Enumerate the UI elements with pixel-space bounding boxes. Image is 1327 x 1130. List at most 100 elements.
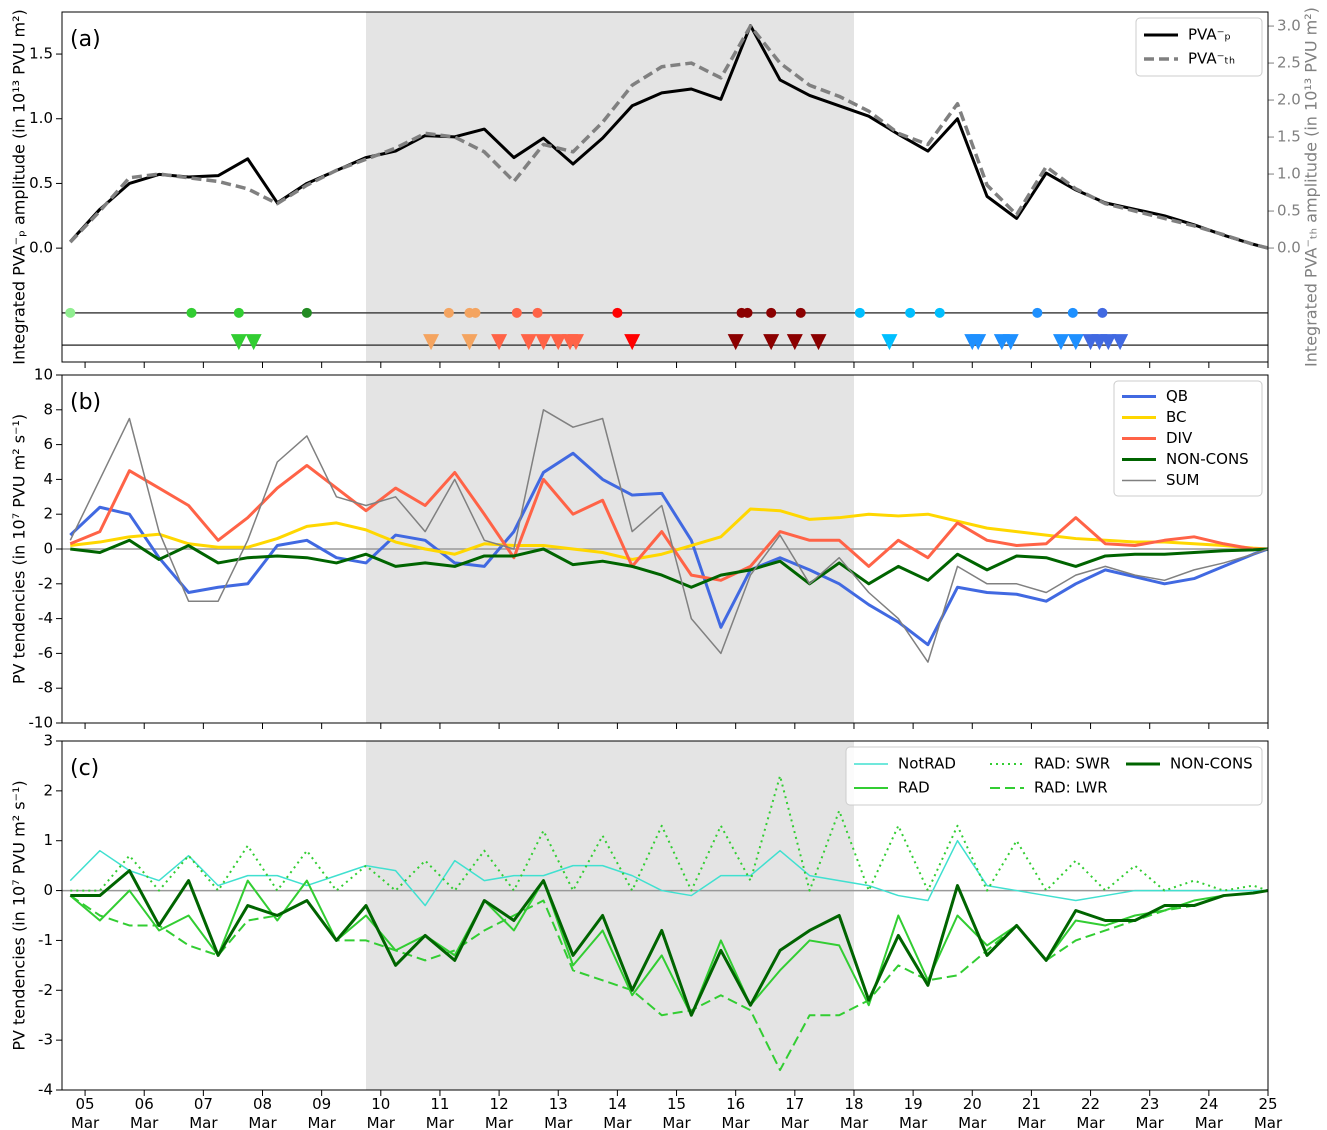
event-marker [550, 334, 567, 351]
x-tick-label: 25 Mar [1253, 1095, 1283, 1130]
y2-tick-label: 1.5 [1277, 128, 1301, 146]
event-marker [905, 307, 916, 318]
event-marker [443, 307, 454, 318]
x-tick-label: 09 Mar [307, 1095, 336, 1130]
legend-label: RAD: LWR [1034, 779, 1108, 797]
y-tick-label: -3 [38, 1031, 53, 1049]
x-tick-label: 16 Mar [721, 1095, 750, 1130]
y-tick-label: 1 [43, 831, 53, 849]
event-marker [65, 307, 76, 318]
event-marker [230, 334, 247, 351]
legend-box [1135, 17, 1263, 77]
y2-tick-label: 0.5 [1277, 202, 1301, 220]
event-marker [810, 334, 827, 351]
y2-tick-label: 1.0 [1277, 165, 1301, 183]
event-marker [520, 334, 537, 351]
shaded-period [366, 12, 854, 362]
legend-label: BC [1166, 408, 1187, 426]
event-marker [763, 334, 780, 351]
event-marker [423, 334, 440, 351]
event-marker [795, 307, 806, 318]
panel-label: (b) [70, 390, 101, 415]
y-tick-label: 1.0 [29, 109, 53, 127]
event-marker [970, 334, 987, 351]
event-marker [1067, 307, 1078, 318]
legend-label: PVA⁻ₚ [1188, 26, 1231, 44]
x-tick-label: 18 Mar [839, 1095, 869, 1130]
y-tick-label: 3 [43, 732, 53, 750]
series-line [70, 538, 1269, 589]
x-tick-label: 06 Mar [130, 1095, 159, 1130]
y-tick-label: 0.0 [29, 239, 53, 257]
event-marker [624, 334, 641, 351]
x-tick-label: 23 Mar [1135, 1095, 1164, 1130]
y-tick-label: -2 [38, 981, 53, 999]
event-marker [186, 307, 197, 318]
legend-box [845, 746, 1263, 806]
series-line [70, 869, 1269, 1017]
event-marker [934, 307, 945, 318]
y-tick-label: 1.5 [29, 45, 53, 63]
shaded-period [366, 741, 854, 1090]
y-tick-label: -4 [38, 609, 53, 627]
event-marker [301, 307, 312, 318]
x-tick-label: 07 Mar [189, 1095, 218, 1130]
series-line [70, 774, 1269, 892]
event-marker [854, 307, 865, 318]
event-marker [491, 334, 508, 351]
plot-frame [61, 11, 1269, 363]
x-tick-label: 24 Mar [1194, 1095, 1223, 1130]
x-tick-label: 20 Mar [958, 1095, 987, 1130]
event-marker [1100, 334, 1117, 351]
series-line [69, 409, 1269, 663]
y-tick-label: 0.5 [29, 174, 53, 192]
legend-label: DIV [1166, 429, 1193, 447]
x-tick-label: 22 Mar [1076, 1095, 1105, 1130]
y-tick-label: 2 [43, 781, 53, 799]
x-tick-label: 05 Mar [70, 1095, 100, 1130]
x-tick-label: 21 Mar [1017, 1095, 1046, 1130]
y-tick-label: -4 [38, 1081, 53, 1099]
event-marker [532, 307, 543, 318]
event-marker [1032, 307, 1043, 318]
y-axis-label: Integrated PVA⁻ₚ amplitude (in 10¹³ PVU … [10, 9, 29, 365]
event-marker [511, 307, 522, 318]
y2-tick-label: 2.0 [1277, 91, 1301, 109]
series-line [69, 24, 1269, 250]
y-tick-label: -8 [38, 679, 53, 697]
event-marker [461, 334, 478, 351]
legend-label: NON-CONS [1166, 450, 1249, 468]
x-tick-label: 13 Mar [544, 1095, 573, 1130]
panel-label: (c) [70, 756, 99, 781]
legend-label: SUM [1166, 471, 1199, 489]
y-tick-label: -10 [29, 714, 54, 732]
y2-tick-label: 0.0 [1277, 239, 1301, 257]
legend-label: RAD: SWR [1034, 755, 1110, 773]
event-marker [1112, 334, 1129, 351]
y2-axis-label: Integrated PVA⁻ₜₕ amplitude (in 10¹³ PVU… [1302, 7, 1321, 367]
event-marker [1067, 334, 1084, 351]
legend-label: RAD [898, 779, 930, 797]
y-tick-label: 4 [43, 470, 53, 488]
y-axis-label: PV tendencies (in 10⁷ PVU m² s⁻¹) [10, 414, 29, 684]
event-marker [535, 334, 552, 351]
event-marker [1002, 334, 1019, 351]
event-marker [727, 334, 744, 351]
legend-box [1113, 380, 1263, 497]
event-marker [786, 334, 803, 351]
x-tick-label: 17 Mar [780, 1095, 809, 1130]
plot-frame [61, 374, 1269, 724]
x-tick-label: 19 Mar [898, 1095, 928, 1130]
event-marker [567, 334, 584, 351]
x-tick-label: 14 Mar [603, 1095, 632, 1130]
y-tick-label: 0 [43, 540, 53, 558]
event-marker [245, 334, 262, 351]
x-tick-label: 12 Mar [484, 1095, 514, 1130]
y-tick-label: -2 [38, 574, 53, 592]
event-marker [233, 307, 244, 318]
event-marker [1097, 307, 1108, 318]
event-marker [742, 307, 753, 318]
y2-tick-label: 3.0 [1277, 17, 1301, 35]
